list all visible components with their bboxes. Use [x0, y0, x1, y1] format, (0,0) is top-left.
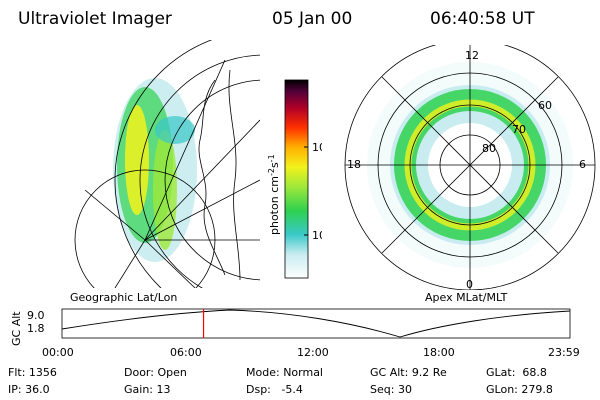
timeline-xtick-1200: 12:00	[297, 346, 329, 359]
geographic-auroral-image	[74, 40, 260, 288]
info-flt: Flt: 1356	[8, 366, 57, 379]
image-date: 05 Jan 00	[272, 9, 353, 29]
timeline-xtick-0600: 06:00	[170, 346, 202, 359]
mlt-label-0: 0	[466, 278, 473, 290]
info-gcalt: GC Alt: 9.2 Re	[370, 366, 447, 379]
colorbar-gradient	[284, 79, 309, 279]
timeline-xtick-2359: 23:59	[548, 346, 580, 359]
colorbar-label-10: 10	[312, 229, 322, 242]
mlat-label-80: 80	[482, 142, 496, 155]
geographic-panel-label: Geographic Lat/Lon	[70, 291, 178, 304]
timeline-xtick-0000: 00:00	[42, 346, 74, 359]
timeline-frame	[61, 308, 571, 339]
colorbar-unit-label: photon cm-2s-1	[267, 154, 281, 235]
instrument-title: Ultraviolet Imager	[18, 9, 172, 29]
apex-polar-plot: 12 18 6 0 60 70 80	[344, 45, 596, 290]
mlt-label-6: 6	[579, 158, 586, 171]
mlt-label-12: 12	[465, 49, 479, 62]
timeline-ytick-low: 1.8	[27, 322, 45, 335]
timeline-xtick-1800: 18:00	[423, 346, 455, 359]
info-glat: GLat: 68.8	[486, 366, 547, 379]
auroral-emission-geo	[113, 78, 197, 262]
mlt-label-18: 18	[347, 158, 361, 171]
mlat-label-70: 70	[512, 123, 526, 136]
info-gain: Gain: 13	[124, 383, 171, 396]
colorbar: 100 10 photon cm-2s-1	[267, 79, 322, 279]
apex-panel-label: Apex MLat/MLT	[425, 291, 508, 304]
info-mode: Mode: Normal	[246, 366, 323, 379]
info-dsp: Dsp: -5.4	[246, 383, 303, 396]
info-seq: Seq: 30	[370, 383, 412, 396]
timeline-ylabel: GC Alt	[10, 311, 23, 346]
geo-grid	[74, 40, 260, 288]
colorbar-label-100: 100	[312, 141, 322, 154]
altitude-timeline: GC Alt 9.0 1.8	[10, 308, 571, 346]
mlat-label-60: 60	[538, 99, 552, 112]
info-ip: IP: 36.0	[8, 383, 50, 396]
info-door: Door: Open	[124, 366, 187, 379]
apex-grid	[344, 45, 596, 290]
info-glon: GLon: 279.8	[486, 383, 553, 396]
image-time: 06:40:58 UT	[430, 9, 535, 29]
timeline-ytick-high: 9.0	[27, 309, 45, 322]
altitude-curve	[61, 309, 571, 338]
